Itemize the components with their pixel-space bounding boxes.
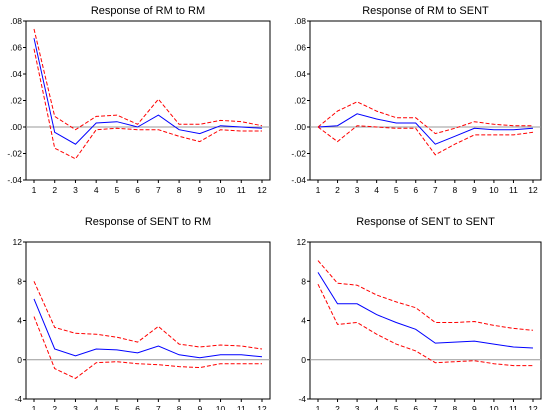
y-tick-label: -4 (14, 394, 22, 404)
panel-title: Response of RM to SENT (362, 5, 489, 17)
impulse-response-line (34, 38, 262, 144)
x-tick-label: 9 (472, 404, 477, 410)
x-tick-label: 5 (394, 404, 399, 410)
upper-confidence-band (34, 281, 262, 349)
x-tick-label: 5 (394, 185, 399, 195)
impulse-response-line (34, 299, 262, 358)
y-tick-label: .08 (10, 16, 22, 26)
x-tick-label: 9 (197, 185, 202, 195)
x-tick-label: 6 (135, 404, 140, 410)
x-tick-label: 3 (355, 404, 360, 410)
x-tick-label: 11 (237, 404, 246, 410)
y-tick-label: .08 (294, 16, 306, 26)
y-tick-label: .04 (294, 69, 306, 79)
y-tick-label: .04 (10, 69, 22, 79)
x-tick-label: 9 (197, 404, 202, 410)
x-tick-label: 6 (135, 185, 140, 195)
x-tick-label: 8 (177, 185, 182, 195)
x-tick-label: 11 (509, 404, 518, 410)
y-tick-label: -.02 (7, 149, 22, 159)
x-tick-label: 7 (156, 185, 161, 195)
x-tick-label: 10 (489, 404, 499, 410)
x-tick-label: 2 (335, 185, 340, 195)
x-tick-label: 1 (32, 185, 37, 195)
x-tick-label: 1 (316, 185, 321, 195)
x-tick-label: 4 (374, 404, 379, 410)
y-tick-label: 4 (17, 316, 22, 326)
x-tick-label: 12 (257, 404, 267, 410)
x-tick-label: 11 (237, 185, 246, 195)
x-tick-label: 2 (52, 185, 57, 195)
lower-confidence-band (318, 284, 533, 365)
plot-frame (26, 21, 270, 180)
upper-confidence-band (34, 29, 262, 130)
x-tick-label: 7 (433, 185, 438, 195)
x-tick-label: 1 (316, 404, 321, 410)
y-tick-label: .00 (294, 122, 306, 132)
x-tick-label: 8 (177, 404, 182, 410)
y-tick-label: .06 (294, 43, 306, 53)
x-tick-label: 4 (94, 404, 99, 410)
impulse-response-line (318, 272, 533, 348)
plot-frame (26, 242, 270, 399)
y-tick-label: .02 (10, 96, 22, 106)
x-tick-label: 12 (528, 185, 538, 195)
x-tick-label: 5 (115, 404, 120, 410)
x-tick-label: 7 (156, 404, 161, 410)
y-tick-label: .00 (10, 122, 22, 132)
x-tick-label: 12 (528, 404, 538, 410)
lower-confidence-band (34, 317, 262, 379)
x-tick-label: 3 (73, 185, 78, 195)
panel-title: Response of SENT to RM (85, 216, 211, 228)
x-tick-label: 8 (452, 185, 457, 195)
y-tick-label: -.04 (291, 175, 306, 185)
panel-title: Response of SENT to SENT (356, 216, 495, 228)
irf-panel-2: Response of RM to SENT -.04 -.02 .00 .02 .04.… (291, 5, 541, 195)
x-tick-label: 10 (216, 404, 226, 410)
x-tick-label: 9 (472, 185, 477, 195)
y-tick-label: 12 (13, 237, 23, 247)
plot-frame (310, 242, 541, 399)
x-tick-label: 3 (73, 404, 78, 410)
lower-confidence-band (34, 49, 262, 159)
irf-panel-1: Response of RM to RM -.04 -.02 .00 .02 .04 .06… (7, 5, 270, 195)
x-tick-label: 2 (335, 404, 340, 410)
upper-confidence-band (318, 261, 533, 331)
y-tick-label: 4 (301, 316, 306, 326)
y-tick-label: 0 (17, 355, 22, 365)
y-tick-label: 12 (297, 237, 307, 247)
x-tick-label: 10 (489, 185, 499, 195)
panel-title: Response of RM to RM (91, 5, 205, 17)
x-tick-label: 6 (413, 185, 418, 195)
x-tick-label: 6 (413, 404, 418, 410)
x-tick-label: 4 (374, 185, 379, 195)
x-tick-label: 2 (52, 404, 57, 410)
y-tick-label: .06 (10, 43, 22, 53)
x-tick-label: 4 (94, 185, 99, 195)
y-tick-label: 8 (301, 276, 306, 286)
x-tick-label: 5 (115, 185, 120, 195)
y-tick-label: -.02 (291, 149, 306, 159)
x-tick-label: 8 (452, 404, 457, 410)
y-tick-label: 8 (17, 276, 22, 286)
y-tick-label: .02 (294, 96, 306, 106)
x-tick-label: 7 (433, 404, 438, 410)
y-tick-label: -.04 (7, 175, 22, 185)
x-tick-label: 1 (32, 404, 37, 410)
x-tick-label: 10 (216, 185, 226, 195)
y-tick-label: 0 (301, 355, 306, 365)
x-tick-label: 3 (355, 185, 360, 195)
impulse-response-line (318, 114, 533, 144)
x-tick-label: 12 (257, 185, 267, 195)
y-tick-label: -4 (298, 394, 306, 404)
x-tick-label: 11 (509, 185, 518, 195)
plot-frame (310, 21, 541, 180)
